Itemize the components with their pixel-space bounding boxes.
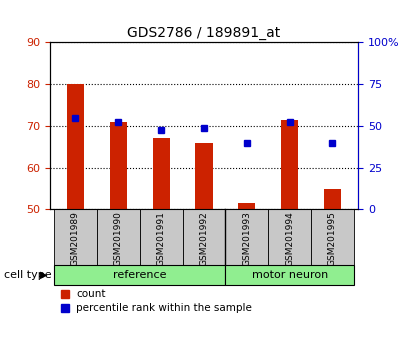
Text: GSM201992: GSM201992 bbox=[199, 211, 209, 266]
Text: GSM201991: GSM201991 bbox=[157, 211, 166, 266]
Bar bbox=[311, 209, 354, 265]
Text: cell type: cell type bbox=[4, 270, 52, 280]
Bar bbox=[67, 84, 84, 209]
Title: GDS2786 / 189891_at: GDS2786 / 189891_at bbox=[127, 26, 281, 40]
Bar bbox=[268, 209, 311, 265]
Text: motor neuron: motor neuron bbox=[252, 270, 328, 280]
Bar bbox=[225, 209, 268, 265]
Bar bbox=[238, 203, 256, 209]
Bar bbox=[324, 188, 341, 209]
Bar bbox=[195, 143, 213, 209]
Text: percentile rank within the sample: percentile rank within the sample bbox=[76, 303, 252, 313]
Bar bbox=[152, 138, 170, 209]
Text: GSM201995: GSM201995 bbox=[328, 211, 337, 266]
Bar bbox=[281, 120, 298, 209]
Text: GSM201993: GSM201993 bbox=[242, 211, 251, 266]
Text: GSM201994: GSM201994 bbox=[285, 211, 294, 266]
Text: reference: reference bbox=[113, 270, 166, 280]
Bar bbox=[97, 209, 140, 265]
Text: GSM201989: GSM201989 bbox=[71, 211, 80, 266]
Bar bbox=[54, 209, 97, 265]
Bar bbox=[225, 265, 354, 285]
Text: GSM201990: GSM201990 bbox=[114, 211, 123, 266]
Bar bbox=[140, 209, 183, 265]
Bar bbox=[183, 209, 225, 265]
Bar bbox=[54, 265, 225, 285]
Bar bbox=[110, 122, 127, 209]
Text: ▶: ▶ bbox=[40, 270, 47, 280]
Text: count: count bbox=[76, 289, 105, 298]
